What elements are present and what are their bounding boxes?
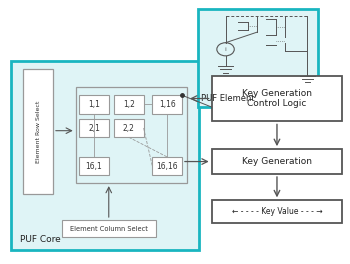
Text: Key Generation: Key Generation [242, 157, 312, 166]
Text: Element Column Select: Element Column Select [70, 225, 148, 232]
Bar [152, 95, 182, 114]
Text: 1,2: 1,2 [123, 100, 135, 109]
Text: 2,2: 2,2 [123, 124, 135, 133]
Text: PUF Element: PUF Element [201, 94, 255, 103]
Text: Element Row Select: Element Row Select [36, 100, 41, 163]
Bar [23, 69, 53, 194]
Bar [76, 87, 187, 183]
Bar [114, 95, 144, 114]
Bar [198, 8, 318, 107]
Text: 1,16: 1,16 [159, 100, 176, 109]
Bar [212, 149, 342, 174]
Bar [62, 220, 156, 237]
Bar [212, 200, 342, 223]
Text: i: i [225, 47, 226, 52]
Text: ← - - - - Key Value - - - →: ← - - - - Key Value - - - → [232, 207, 322, 216]
Bar [79, 119, 109, 137]
Bar [11, 61, 199, 250]
Bar [212, 76, 342, 121]
Text: 2,1: 2,1 [88, 124, 100, 133]
Bar [152, 157, 182, 175]
Text: 16,16: 16,16 [156, 162, 178, 171]
Text: PUF Core: PUF Core [20, 235, 61, 244]
Bar [79, 95, 109, 114]
Text: 16,1: 16,1 [85, 162, 102, 171]
Bar [79, 157, 109, 175]
Text: Key Generation
Control Logic: Key Generation Control Logic [242, 89, 312, 108]
Bar [114, 119, 144, 137]
Text: 1,1: 1,1 [88, 100, 100, 109]
